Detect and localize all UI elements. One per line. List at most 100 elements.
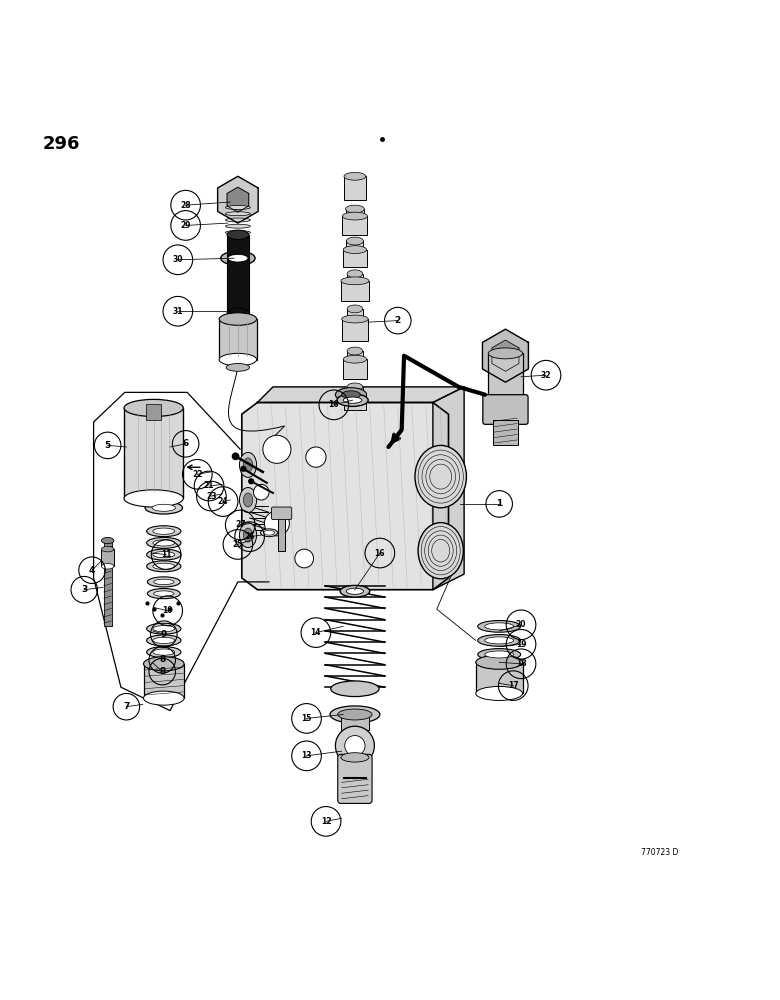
Bar [124,408,183,498]
Ellipse shape [147,589,180,599]
Text: 26: 26 [244,532,255,541]
Text: 15: 15 [301,714,312,723]
Ellipse shape [219,313,257,325]
Ellipse shape [153,661,175,667]
Text: 28: 28 [180,201,191,210]
Ellipse shape [225,206,250,209]
Ellipse shape [147,526,181,537]
Ellipse shape [225,224,250,228]
Text: 27: 27 [235,520,246,529]
Ellipse shape [101,564,114,569]
Text: 1: 1 [496,499,502,508]
Text: 8: 8 [159,655,165,664]
Ellipse shape [484,637,513,644]
Ellipse shape [488,348,523,359]
Ellipse shape [101,546,114,552]
Ellipse shape [347,270,363,278]
Ellipse shape [221,251,255,265]
Text: 14: 14 [310,628,321,637]
Text: 5: 5 [105,441,111,450]
Circle shape [295,549,314,568]
Ellipse shape [239,452,257,477]
Ellipse shape [153,637,175,644]
Text: 770723 D: 770723 D [641,848,679,857]
Bar [104,541,112,626]
Ellipse shape [239,488,257,512]
Text: 11: 11 [161,550,172,559]
Ellipse shape [477,621,521,632]
Bar [101,549,114,566]
Ellipse shape [145,502,183,514]
Ellipse shape [147,577,180,587]
Ellipse shape [341,277,369,285]
Ellipse shape [239,523,257,548]
Ellipse shape [152,504,176,511]
Ellipse shape [342,212,367,220]
Bar [342,319,368,341]
FancyBboxPatch shape [271,507,292,520]
Text: 22: 22 [192,470,203,479]
Polygon shape [492,340,519,371]
Bar [341,281,369,301]
Ellipse shape [153,528,175,534]
Ellipse shape [225,231,250,234]
Bar [346,241,363,250]
Ellipse shape [343,397,362,403]
Circle shape [240,466,246,472]
Ellipse shape [154,579,174,585]
Ellipse shape [225,218,250,222]
Text: 2: 2 [395,316,401,325]
Ellipse shape [154,591,174,596]
Circle shape [254,484,269,500]
Ellipse shape [147,561,181,572]
Text: 29: 29 [180,221,191,230]
Ellipse shape [415,445,466,508]
Text: 3: 3 [81,585,87,594]
Bar [347,274,363,283]
Ellipse shape [477,635,521,646]
Ellipse shape [144,657,184,671]
Bar [341,713,369,730]
Text: 7: 7 [123,702,129,711]
Circle shape [306,447,326,467]
Text: 25: 25 [232,540,243,549]
Ellipse shape [243,528,253,542]
Ellipse shape [342,315,368,323]
Polygon shape [257,387,464,402]
Text: 18: 18 [516,659,526,668]
Ellipse shape [147,549,181,560]
Polygon shape [227,187,249,212]
Text: 24: 24 [218,497,229,506]
Ellipse shape [147,623,181,634]
Circle shape [345,736,365,756]
Bar [476,662,523,693]
Ellipse shape [124,490,183,507]
Circle shape [248,478,254,484]
FancyBboxPatch shape [338,754,372,803]
Ellipse shape [147,658,181,669]
Circle shape [264,511,289,536]
Text: 9: 9 [161,630,167,639]
Bar [343,359,367,379]
Ellipse shape [227,308,249,317]
Ellipse shape [153,626,175,632]
Text: 10: 10 [162,606,173,615]
FancyBboxPatch shape [483,395,528,424]
Ellipse shape [342,391,360,399]
Bar [144,664,184,698]
Ellipse shape [153,649,175,655]
Ellipse shape [153,563,175,569]
Polygon shape [218,176,258,223]
Polygon shape [242,402,448,590]
Ellipse shape [147,635,181,646]
Circle shape [335,726,374,765]
Bar [344,176,366,200]
Text: 16: 16 [328,400,339,409]
Bar [219,319,257,360]
Text: 4: 4 [89,566,95,575]
Ellipse shape [341,753,369,762]
Ellipse shape [344,392,366,399]
Bar [347,387,363,395]
Bar [278,516,285,551]
Ellipse shape [337,394,368,406]
